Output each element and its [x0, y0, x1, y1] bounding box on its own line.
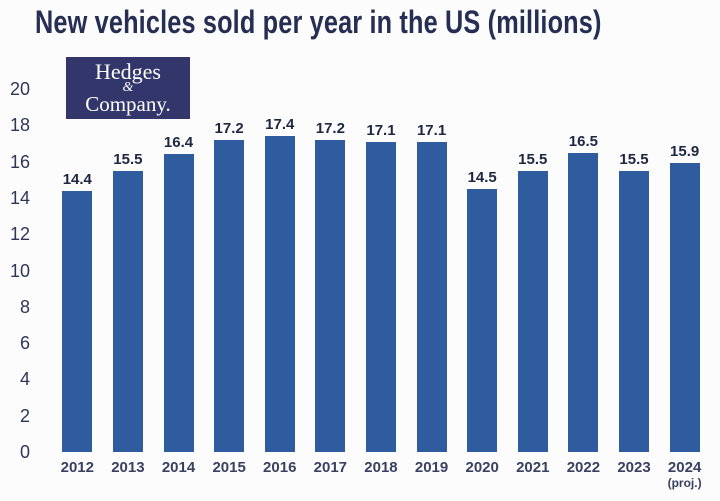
bar-2022: 16.5: [568, 133, 599, 452]
bar-value-label: 17.2: [315, 119, 345, 137]
logo-ampersand-icon: &: [122, 80, 134, 95]
bar-column: 15.5 2021: [507, 89, 558, 476]
bar-value-label: 15.5: [518, 150, 548, 168]
bar-column: 14.5 2020: [457, 89, 508, 476]
bar-2013: 15.5: [112, 151, 143, 452]
bar-2018: 17.1: [365, 122, 396, 452]
year-label: 2017: [313, 459, 348, 476]
y-tick-label: 10: [9, 260, 30, 281]
y-tick-label: 6: [19, 333, 30, 354]
bar-value-label: 14.5: [467, 168, 497, 186]
y-tick-label: 18: [9, 115, 30, 136]
bar-value-label: 17.1: [416, 121, 447, 139]
year-label: 2012: [60, 459, 94, 476]
y-tick-label: 2: [19, 405, 30, 426]
bar-2023: 15.5: [619, 151, 649, 452]
logo-text-hedges: Hedges: [95, 59, 161, 84]
bar-value-label: 15.9: [670, 143, 700, 161]
projection-note: (proj.): [667, 476, 702, 490]
year-label: 2018: [364, 459, 398, 476]
bar-value-label: 17.1: [366, 121, 396, 139]
bar-value-label: 17.2: [214, 119, 244, 137]
y-axis: 20 18 16 14 12 10 8 6 4 2 0: [0, 79, 34, 462]
bar-column: 14.4 2012: [52, 89, 103, 476]
bar-column: 15.9 2024 (proj.): [659, 89, 710, 490]
hedges-company-logo: Hedges & Company.: [66, 57, 190, 119]
bar-2017: 17.2: [315, 120, 346, 452]
year-label: 2024 (proj.): [659, 459, 710, 490]
bar-value-label: 17.4: [265, 116, 295, 134]
bar-column: 17.1 2019: [406, 89, 457, 476]
bar-2019: 17.1: [416, 122, 447, 452]
year-label: 2016: [263, 459, 297, 476]
bar-value-label: 16.5: [568, 132, 598, 150]
year-label: 2015: [212, 459, 246, 476]
bar-column: 17.4 2016: [254, 89, 305, 476]
bar-column: 15.5 2023: [609, 89, 660, 476]
bar-value-label: 14.4: [62, 170, 92, 188]
y-tick-label: 16: [9, 151, 30, 172]
y-tick-label: 0: [19, 442, 30, 462]
year-label: 2023: [617, 459, 651, 476]
year-label: 2013: [111, 459, 145, 476]
bar-2012: 14.4: [62, 171, 93, 452]
bar-column: 17.2 2017: [305, 89, 356, 476]
bar-column: 16.5 2022: [558, 89, 609, 476]
bar-value-label: 15.5: [619, 150, 649, 168]
bar-2016: 17.4: [264, 116, 295, 452]
year-label: 2021: [516, 459, 550, 476]
plot-area: 14.4 2012 15.5 2013 16.4 2014 17.2 2015 17.4 2016…: [52, 89, 710, 490]
bar-column: 17.1 2018: [356, 89, 407, 476]
bar-column: 16.4 2014: [153, 89, 204, 476]
y-tick-label: 8: [19, 296, 30, 317]
bar-2020: 14.5: [467, 169, 498, 452]
bar-2014: 16.4: [163, 134, 194, 452]
bar-2015: 17.2: [214, 120, 245, 452]
bar-column: 17.2 2015: [204, 89, 255, 476]
bar-column: 15.5 2013: [103, 89, 154, 476]
year-label: 2020: [465, 459, 499, 476]
y-tick-label: 12: [9, 224, 30, 245]
y-tick-label: 4: [19, 369, 30, 390]
logo-text-company: Company.: [85, 92, 171, 116]
bar-2024: 15.9: [669, 143, 700, 452]
bar-value-label: 15.5: [113, 150, 143, 168]
year-label: 2014: [161, 459, 196, 476]
year-label: 2019: [414, 459, 449, 476]
y-tick-label: 14: [9, 187, 30, 208]
chart-title: New vehicles sold per year in the US (mi…: [35, 4, 602, 40]
y-tick-label: 20: [9, 79, 30, 99]
bar-value-label: 16.4: [163, 134, 194, 152]
bar-2021: 15.5: [517, 151, 548, 452]
year-label: 2022: [566, 459, 601, 476]
